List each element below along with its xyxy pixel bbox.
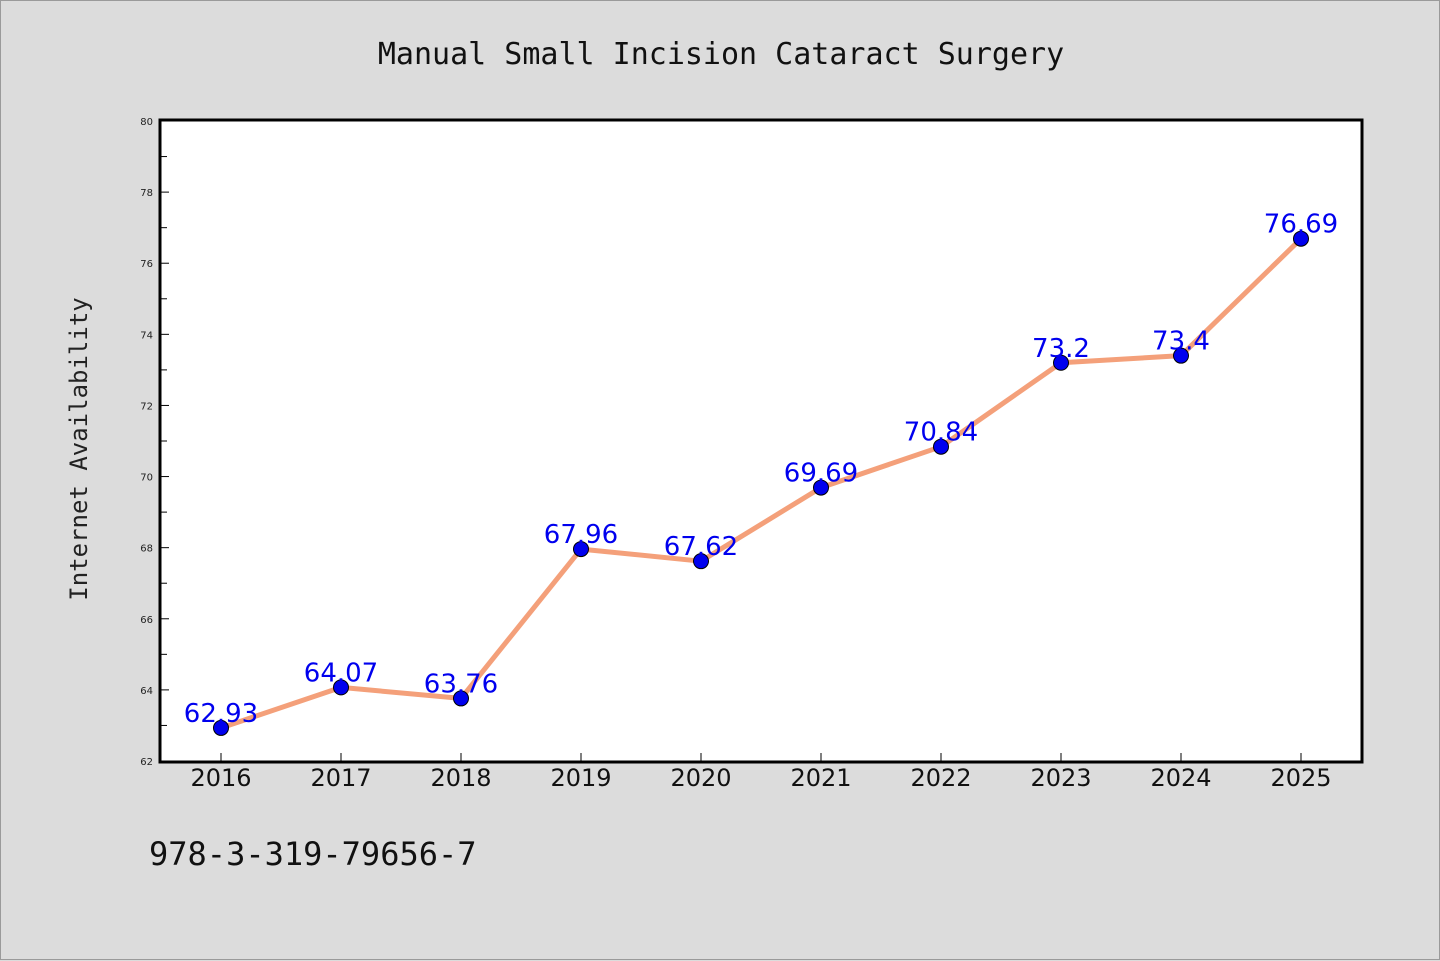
plot-area [158, 118, 1364, 764]
data-label: 63.76 [424, 669, 498, 699]
y-tick-label: 72 [140, 401, 153, 412]
x-tick-label: 2016 [190, 764, 251, 792]
y-tick-label: 78 [140, 188, 153, 199]
data-label: 69.69 [784, 459, 858, 489]
y-axis-label: Internet Availability [65, 297, 93, 600]
data-point [813, 479, 829, 496]
data-point [1173, 347, 1189, 364]
data-point [1293, 230, 1309, 247]
x-tick-label: 2018 [430, 764, 491, 792]
x-tick-label: 2019 [550, 764, 611, 792]
data-label: 67.96 [544, 520, 618, 550]
y-tick-label: 64 [140, 686, 153, 697]
data-label: 76.69 [1264, 210, 1338, 240]
x-axis: 2016 2017 2018 2019 2020 2021 2022 2023 2024 2025 [190, 753, 1332, 792]
y-tick-label: 68 [140, 544, 153, 555]
footer-code: 978-3-319-79656-7 [149, 835, 477, 873]
x-tick-label: 2020 [670, 764, 731, 792]
data-label: 73.4 [1152, 327, 1210, 357]
data-label: 67.62 [664, 532, 738, 562]
data-label: 62.93 [184, 699, 258, 729]
data-point [453, 690, 469, 707]
y-axis: 62 64 66 68 70 72 74 76 78 80 [140, 117, 169, 768]
chart-title: Manual Small Incision Cataract Surgery [378, 37, 1064, 72]
data-point [693, 553, 709, 570]
data-point [1053, 354, 1069, 371]
data-point [333, 679, 349, 696]
series-layer: 62.93 64.07 63.76 67.96 67.62 69.69 70.84 73.2 7… [184, 210, 1338, 736]
data-label: 73.2 [1032, 334, 1090, 364]
x-tick-label: 2022 [910, 764, 971, 792]
x-tick-label: 2021 [790, 764, 851, 792]
series-line [218, 236, 1304, 731]
x-tick-label: 2023 [1030, 764, 1091, 792]
y-tick-label: 70 [140, 473, 153, 484]
x-tick-label: 2025 [1270, 764, 1331, 792]
y-tick-label: 80 [140, 117, 153, 128]
y-tick-label: 62 [140, 757, 153, 768]
data-point [573, 541, 589, 558]
x-tick-label: 2024 [1150, 764, 1211, 792]
x-tick-label: 2017 [310, 764, 371, 792]
y-tick-label: 66 [140, 615, 153, 626]
y-tick-label: 74 [140, 330, 153, 341]
data-label: 64.07 [304, 658, 378, 688]
data-label: 70.84 [904, 418, 978, 448]
y-tick-label: 76 [140, 259, 153, 270]
data-point [933, 438, 949, 455]
data-point [213, 719, 229, 736]
